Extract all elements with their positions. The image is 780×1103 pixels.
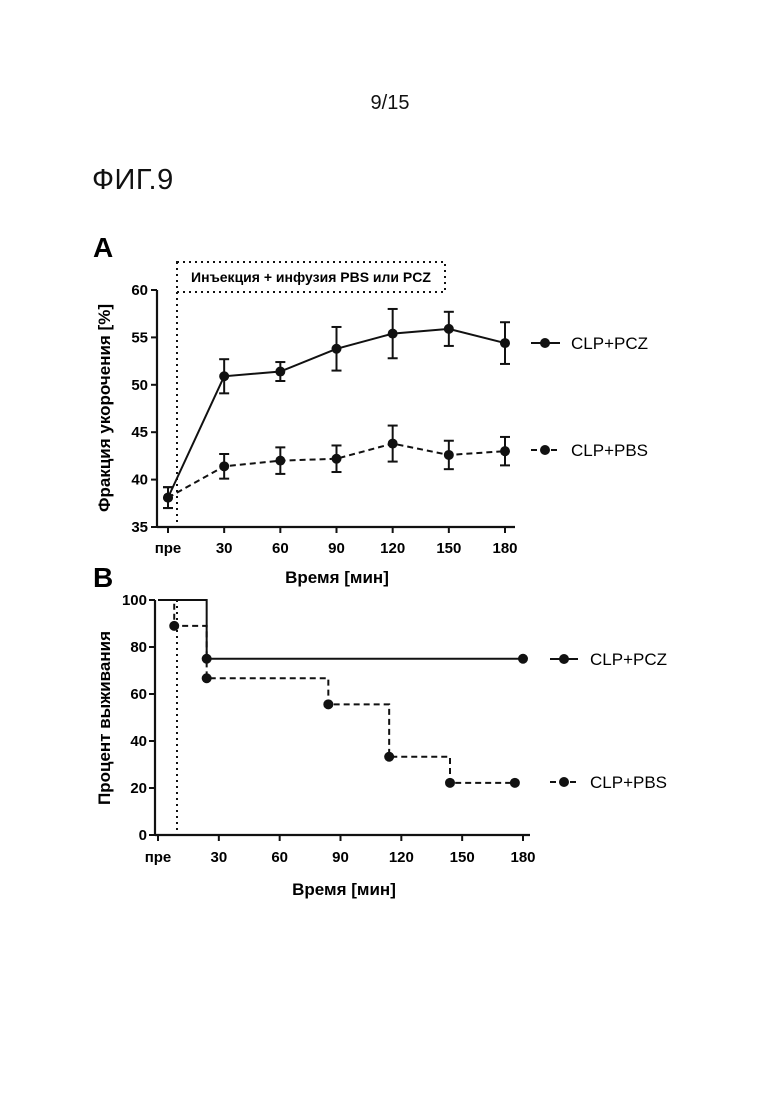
panel-a-point — [163, 493, 173, 503]
panel-a-legend-label-1: CLP+PBS — [571, 441, 648, 460]
panel-a-legend-marker-0 — [540, 338, 550, 348]
panel-a-point — [388, 329, 398, 339]
panel-b-legend-label-1: CLP+PBS — [590, 773, 667, 792]
panel-b-y-tick-label: 0 — [139, 827, 147, 844]
panel-b-point — [202, 673, 212, 683]
panel-b-y-tick-label: 40 — [130, 733, 147, 750]
panel-a-x-tick-label: 180 — [492, 540, 517, 557]
panel-a-annotation: Инъекция + инфузия PBS или PCZ — [191, 269, 431, 285]
panel-a-point — [219, 371, 229, 381]
panel-b-x-tick-label: 150 — [450, 849, 475, 866]
panel-a-x-tick-label: 60 — [272, 540, 289, 557]
panel-b-x-tick-label: пре — [145, 849, 172, 866]
panel-a-ylabel: Фракция укорочения [%] — [95, 304, 114, 512]
panel-b-x-tick-label: 30 — [210, 849, 227, 866]
panel-b-point — [510, 778, 520, 788]
panel-a-point — [500, 338, 510, 348]
panel-b-letter: B — [93, 562, 113, 593]
panel-b-point — [518, 654, 528, 664]
panel-a-y-tick-label: 50 — [131, 377, 148, 394]
panel-a-y-tick-label: 35 — [131, 519, 148, 536]
panel-b-legend-marker-1 — [559, 777, 569, 787]
panel-b-legend-label-0: CLP+PCZ — [590, 650, 667, 669]
panel-a-y-tick-label: 40 — [131, 472, 148, 489]
panel-b-y-tick-label: 60 — [130, 686, 147, 703]
panel-a-x-tick-label: 30 — [216, 540, 233, 557]
panel-a-y-tick-label: 45 — [131, 424, 148, 441]
panel-b-point — [169, 621, 179, 631]
panel-a-x-tick-label: 90 — [328, 540, 345, 557]
panel-a-point — [275, 456, 285, 466]
panel-a-point — [219, 461, 229, 471]
panel-b-point — [445, 778, 455, 788]
panel-b-chart: 0 20 40 60 80 100 пре 30 60 90 120 150 180 CLP+PCZ CLP… — [122, 592, 667, 866]
panel-a-legend-label-0: CLP+PCZ — [571, 334, 648, 353]
panel-b-point — [384, 752, 394, 762]
panel-b-survival-line-0 — [158, 600, 523, 659]
panel-a-point — [332, 454, 342, 464]
panel-a-x-tick-label: пре — [155, 540, 182, 557]
panel-a-legend-marker-1 — [540, 445, 550, 455]
panel-b-legend-marker-0 — [559, 654, 569, 664]
panel-b-x-tick-label: 120 — [389, 849, 414, 866]
panel-b-y-tick-label: 20 — [130, 780, 147, 797]
panel-a-y-tick-label: 55 — [131, 329, 148, 346]
panel-a-letter: A — [93, 232, 113, 263]
panel-a-point — [444, 324, 454, 334]
panel-a-point — [444, 450, 454, 460]
panel-b-point — [323, 699, 333, 709]
figure-9-charts: A B Инъекция + инфузия PBS или PCZ Время… — [0, 0, 780, 1103]
panel-a-point — [500, 446, 510, 456]
panel-a-point — [388, 439, 398, 449]
panel-a-xlabel: Время [мин] — [285, 568, 389, 587]
panel-b-y-tick-label: 100 — [122, 592, 147, 609]
panel-b-survival-line-1 — [158, 600, 515, 783]
panel-a-x-tick-label: 120 — [380, 540, 405, 557]
panel-b-y-tick-label: 80 — [130, 639, 147, 656]
panel-a-x-tick-label: 150 — [436, 540, 461, 557]
panel-b-x-tick-label: 60 — [271, 849, 288, 866]
panel-b-xlabel: Время [мин] — [292, 880, 396, 899]
panel-a-chart: 35 40 45 50 55 60 пре 30 60 90 120 150 180 CLP+PCZ CLP… — [131, 262, 648, 557]
panel-a-point — [332, 344, 342, 354]
panel-a-y-tick-label: 60 — [131, 282, 148, 299]
panel-b-x-tick-label: 180 — [510, 849, 535, 866]
panel-a-point — [275, 367, 285, 377]
panel-b-x-tick-label: 90 — [332, 849, 349, 866]
panel-b-ylabel: Процент выживания — [95, 631, 114, 805]
